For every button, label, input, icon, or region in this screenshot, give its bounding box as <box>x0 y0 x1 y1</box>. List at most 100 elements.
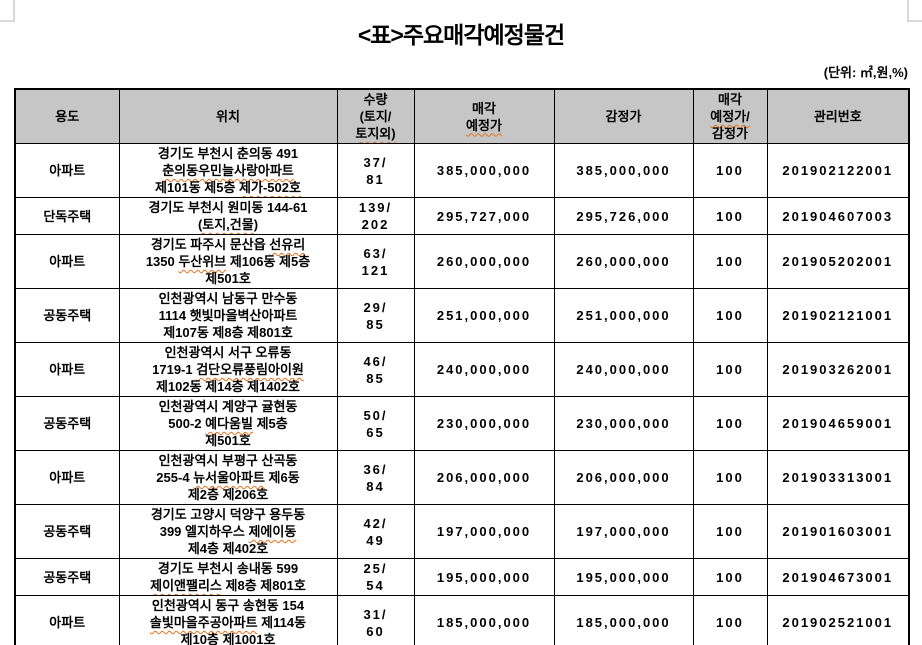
spellcheck-marked-text: 선유리 <box>269 237 306 252</box>
header-label-line: 용도 <box>55 109 80 124</box>
table-row: 공동주택 인천광역시 남동구 만수동 1114 햇빛마을벽산아파트 제107동 제8층… <box>14 288 910 343</box>
location-line: 경기도 부천시 춘의동 491 <box>121 145 336 162</box>
location-line: 제4층 제402호 <box>121 540 336 557</box>
cell-use: 아파트 <box>14 342 120 397</box>
location-text: 경기도 부천시 춘의동 491 <box>157 146 299 161</box>
cell-use: 공동주택 <box>14 288 120 343</box>
location-line: 솔빛마을주공아파트 제114동 <box>121 614 336 631</box>
location-text: 1719-1 <box>152 362 197 377</box>
location-text: 1350 <box>145 254 179 269</box>
location-line: 제501호 <box>121 270 336 287</box>
location-line: 제10층 제1001호 <box>121 631 336 645</box>
table-row: 아파트 경기도 파주시 문산읍 선유리 1350 두산위브 제106동 제5층 제50… <box>14 234 910 289</box>
spellcheck-marked-text: 검단오류풍림아이원 <box>196 362 304 377</box>
spellcheck-marked-text: 제에이동 <box>248 524 297 539</box>
cell-expected-price: 185,000,000 <box>413 595 555 645</box>
table-row: 단독주택 경기도 부천시 원미동 144-61 (토지,건물) 139/202 295,… <box>14 197 910 235</box>
quantity-line: 202 <box>361 217 390 232</box>
table-row: 아파트 인천광역시 부평구 산곡동 255-4 뉴서울아파트 제6동 제2층 제206… <box>14 450 910 505</box>
location-text: 경기도 고양시 덕양구 용두동 <box>150 507 306 522</box>
location-line: 제501호 <box>121 432 336 449</box>
location-line: 경기도 부천시 원미동 144-61 <box>121 199 336 216</box>
cell-location: 경기도 부천시 원미동 144-61 (토지,건물) <box>118 197 338 235</box>
location-text: 제501호 <box>205 433 251 448</box>
location-line: 1350 두산위브 제106동 제5층 <box>121 253 336 270</box>
header-label-line: 수량 <box>363 92 388 107</box>
cell-expected-price: 260,000,000 <box>413 234 555 289</box>
header-label-line: 감정가 <box>712 126 748 141</box>
cell-appraisal-price: 185,000,000 <box>553 595 694 645</box>
cell-location: 인천광역시 부평구 산곡동 255-4 뉴서울아파트 제6동 제2층 제206호 <box>118 450 338 505</box>
location-line: 1114 햇빛마을벽산아파트 <box>121 307 336 324</box>
table-row: 공동주택 경기도 부천시 송내동 599 제이앤팰리스 제8층 제801호 25/54… <box>14 558 910 596</box>
cell-management-no: 201901603001 <box>766 504 910 559</box>
quantity-line: 54 <box>366 578 385 593</box>
unit-note: (단위: ㎡,원,%) <box>823 65 908 80</box>
cell-quantity: 50/65 <box>336 396 415 451</box>
location-line: 500-2 예다움빌 제5층 <box>121 415 336 432</box>
cell-quantity: 42/49 <box>336 504 415 559</box>
spellcheck-marked-text: 제가-502호 <box>239 180 301 195</box>
cell-use: 단독주택 <box>14 197 120 235</box>
cell-expected-price: 195,000,000 <box>413 558 555 596</box>
location-line: (토지,건물) <box>121 216 336 233</box>
column-header-appraisal_price: 감정가 <box>553 88 694 144</box>
location-line: 제이앤팰리스 제8층 제801호 <box>121 577 336 594</box>
spellcheck-marked-text: 춘의동우민늘사랑아파트 <box>162 163 294 178</box>
location-text: 255-4 <box>156 470 194 485</box>
header-row: 용도 위치 수량 (토지/토지외) 매각 예정가 감정가 매각 예정가/감정가 관리번호 <box>14 88 910 144</box>
location-text: 1114 햇빛마을벽산아파트 <box>158 308 298 323</box>
location-text: 500-2 <box>168 416 206 431</box>
cell-ratio: 100 <box>692 558 768 596</box>
cell-location: 인천광역시 계양구 귤현동 500-2 예다움빌 제5층 제501호 <box>118 396 338 451</box>
location-text: 제102동 제14층 제1402호 <box>155 379 301 394</box>
sale-schedule-table: 용도 위치 수량 (토지/토지외) 매각 예정가 감정가 매각 예정가/감정가 관리번호 아파트 경… <box>14 88 910 645</box>
cell-quantity: 37/81 <box>336 143 415 198</box>
cell-expected-price: 240,000,000 <box>413 342 555 397</box>
cell-expected-price: 230,000,000 <box>413 396 555 451</box>
quantity-line: 81 <box>366 171 385 187</box>
spellcheck-marked-text: 뉴서울아파트 <box>193 470 265 485</box>
location-text: 경기도 파주시 문산읍 <box>150 237 270 252</box>
location-line: 제2층 제206호 <box>121 486 336 503</box>
column-header-ratio: 매각 예정가/감정가 <box>692 88 768 144</box>
cell-ratio: 100 <box>692 504 768 559</box>
cell-quantity: 25/54 <box>336 558 415 596</box>
cell-use: 아파트 <box>14 450 120 505</box>
cell-location: 경기도 고양시 덕양구 용두동 399 엘지하우스 제에이동 제4층 제402호 <box>118 504 338 559</box>
quantity-line: 29/ <box>363 299 388 315</box>
location-text: 경기도 부천시 송내동 599 <box>157 561 299 576</box>
location-line: 인천광역시 계양구 귤현동 <box>121 398 336 415</box>
cell-quantity: 46/85 <box>336 342 415 397</box>
cell-expected-price: 295,727,000 <box>413 197 555 235</box>
location-text: 제501호 <box>205 271 251 286</box>
cell-ratio: 100 <box>692 450 768 505</box>
page-corner-mark-left <box>0 0 15 22</box>
location-line: 제101동 제5층 제가-502호 <box>121 179 336 196</box>
cell-location: 경기도 부천시 춘의동 491 춘의동우민늘사랑아파트 제101동 제5층 제가-5… <box>118 143 338 198</box>
quantity-line: 42/ <box>363 515 388 531</box>
location-text: 제106동 제5층 <box>226 254 311 269</box>
cell-expected-price: 197,000,000 <box>413 504 555 559</box>
quantity-line: 121 <box>361 262 390 278</box>
location-text: 제6동 <box>264 470 300 485</box>
location-line: 인천광역시 동구 송현동 154 <box>121 597 336 614</box>
cell-expected-price: 206,000,000 <box>413 450 555 505</box>
header-label-line: (토지/ <box>359 109 392 124</box>
cell-management-no: 201902521001 <box>766 595 910 645</box>
spellcheck-marked-text: 제이앤팰리스 <box>150 578 222 593</box>
cell-use: 공동주택 <box>14 396 120 451</box>
table-row: 공동주택 경기도 고양시 덕양구 용두동 399 엘지하우스 제에이동 제4층 제40… <box>14 504 910 559</box>
location-text: 인천광역시 동구 송현동 154 <box>151 598 305 613</box>
quantity-line: 63/ <box>363 245 388 261</box>
header-label-line: 매각 <box>718 92 742 107</box>
table-row: 아파트 경기도 부천시 춘의동 491 춘의동우민늘사랑아파트 제101동 제5층 제… <box>14 143 910 198</box>
column-header-quantity: 수량 (토지/토지외) <box>336 88 415 144</box>
cell-quantity: 31/60 <box>336 595 415 645</box>
cell-appraisal-price: 251,000,000 <box>553 288 694 343</box>
column-header-expected_price: 매각 예정가 <box>413 88 555 144</box>
location-text: 제2층 제206호 <box>187 487 269 502</box>
quantity-line: 50/ <box>363 407 388 423</box>
location-line: 399 엘지하우스 제에이동 <box>121 523 336 540</box>
